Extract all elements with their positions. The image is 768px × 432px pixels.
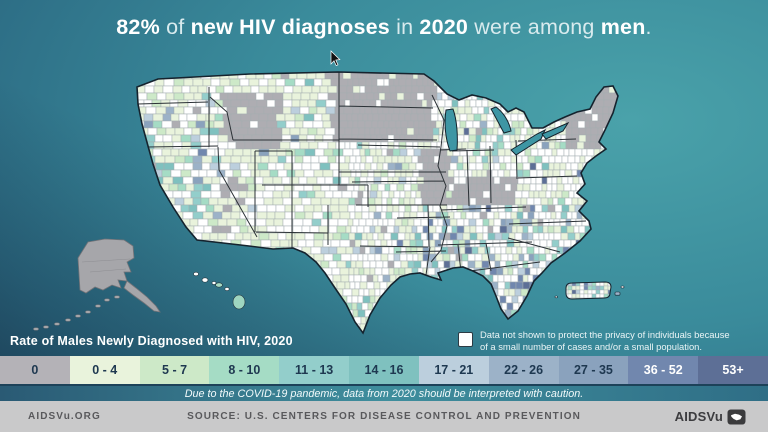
legend-bucket: 8 - 10: [209, 356, 280, 384]
legend-bucket: 27 - 35: [558, 356, 629, 384]
aidsvu-logo-icon: [727, 409, 746, 424]
legend-bucket: 36 - 52: [628, 356, 699, 384]
no-data-note: Data not shown to protect the privacy of…: [458, 329, 758, 352]
legend-title: Rate of Males Newly Diagnosed with HIV, …: [10, 334, 293, 348]
title-segment: new HIV diagnoses: [190, 14, 390, 39]
puerto-rico-inset: [554, 281, 625, 300]
alaska-inset: [33, 238, 161, 331]
county-mosaic: [137, 72, 618, 333]
legend-bucket: 0 - 4: [69, 356, 140, 384]
caution-banner: Due to the COVID-19 pandemic, data from …: [0, 384, 768, 401]
legend-bucket: 0: [0, 356, 70, 384]
data-not-shown-swatch-icon: [458, 332, 473, 347]
title-segment: 2020: [419, 14, 469, 39]
footer-bar: AIDSVu.ORG SOURCE: U.S. CENTERS FOR DISE…: [0, 401, 768, 432]
aidsvu-logo-text: AIDSVu: [674, 409, 723, 424]
legend-bucket: 11 - 13: [279, 356, 350, 384]
legend-bucket: 53+: [698, 356, 768, 384]
footer-source-credit: SOURCE: U.S. CENTERS FOR DISEASE CONTROL…: [187, 411, 581, 422]
aidsvu-logo: AIDSVu: [675, 409, 746, 425]
legend-bucket: 14 - 16: [349, 356, 419, 384]
headline: 82% of new HIV diagnoses in 2020 were am…: [0, 0, 768, 54]
title-segment: of: [159, 14, 191, 39]
title-segment: .: [645, 14, 652, 39]
legend-bucket: 5 - 7: [139, 356, 210, 384]
footer-site-url: AIDSVu.ORG: [28, 411, 101, 422]
us-outline: [136, 71, 619, 335]
title-segment: 82%: [116, 14, 160, 39]
hawaii-inset: [193, 271, 246, 310]
legend-bucket: 17 - 21: [418, 356, 489, 384]
no-data-note-text: Data not shown to protect the privacy of…: [480, 329, 730, 352]
mouse-cursor-icon: [330, 50, 341, 67]
legend-header-row: Rate of Males Newly Diagnosed with HIV, …: [0, 326, 768, 356]
legend-bucket: 22 - 26: [488, 356, 559, 384]
page-title: 82% of new HIV diagnoses in 2020 were am…: [116, 15, 651, 40]
title-segment: men: [600, 14, 646, 39]
caution-text: Due to the COVID-19 pandemic, data from …: [184, 387, 584, 400]
title-segment: in: [389, 14, 420, 39]
great-lakes: [444, 106, 570, 156]
title-segment: were among: [468, 14, 601, 39]
